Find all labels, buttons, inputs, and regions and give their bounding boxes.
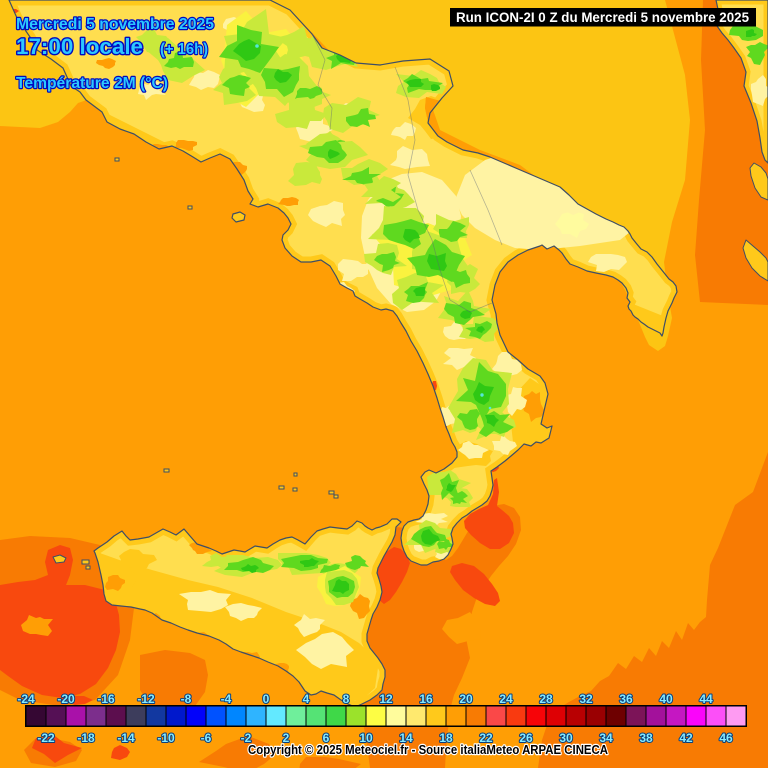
svg-text:0: 0 [263, 692, 270, 706]
svg-text:Copyright © 2025 Meteociel.fr: Copyright © 2025 Meteociel.fr - Source i… [248, 742, 609, 757]
svg-text:38: 38 [639, 731, 653, 745]
svg-text:26: 26 [519, 731, 533, 745]
svg-text:34: 34 [599, 731, 613, 745]
svg-text:22: 22 [479, 731, 493, 745]
svg-text:20: 20 [459, 692, 473, 706]
svg-text:18: 18 [439, 731, 453, 745]
svg-text:16: 16 [419, 692, 433, 706]
svg-text:-16: -16 [97, 692, 115, 706]
svg-text:14: 14 [399, 731, 413, 745]
svg-text:-10: -10 [157, 731, 175, 745]
svg-text:8: 8 [343, 692, 350, 706]
svg-text:44: 44 [699, 692, 713, 706]
svg-text:Run ICON-2I 0 Z du Mercredi 5: Run ICON-2I 0 Z du Mercredi 5 novembre 2… [456, 10, 749, 25]
svg-text:42: 42 [679, 731, 693, 745]
svg-text:24: 24 [499, 692, 513, 706]
svg-text:-24: -24 [17, 692, 35, 706]
svg-text:40: 40 [659, 692, 673, 706]
svg-text:36: 36 [619, 692, 633, 706]
svg-text:17:00 locale: 17:00 locale [16, 34, 143, 59]
svg-text:-20: -20 [57, 692, 75, 706]
svg-text:-14: -14 [117, 731, 135, 745]
svg-text:12: 12 [379, 692, 393, 706]
svg-text:Température 2M (°C): Température 2M (°C) [16, 75, 168, 92]
svg-text:-6: -6 [201, 731, 212, 745]
svg-text:Mercredi 5 novembre 2025: Mercredi 5 novembre 2025 [16, 16, 214, 33]
svg-text:28: 28 [539, 692, 553, 706]
svg-text:4: 4 [303, 692, 310, 706]
svg-text:10: 10 [359, 731, 373, 745]
svg-text:6: 6 [323, 731, 330, 745]
svg-text:-8: -8 [181, 692, 192, 706]
svg-text:-18: -18 [77, 731, 95, 745]
svg-text:-12: -12 [137, 692, 155, 706]
svg-text:32: 32 [579, 692, 593, 706]
svg-text:-22: -22 [37, 731, 55, 745]
svg-text:-2: -2 [241, 731, 252, 745]
svg-text:46: 46 [719, 731, 733, 745]
svg-text:-4: -4 [221, 692, 232, 706]
svg-text:(+ 16h): (+ 16h) [160, 41, 208, 58]
svg-text:30: 30 [559, 731, 573, 745]
svg-text:2: 2 [283, 731, 290, 745]
